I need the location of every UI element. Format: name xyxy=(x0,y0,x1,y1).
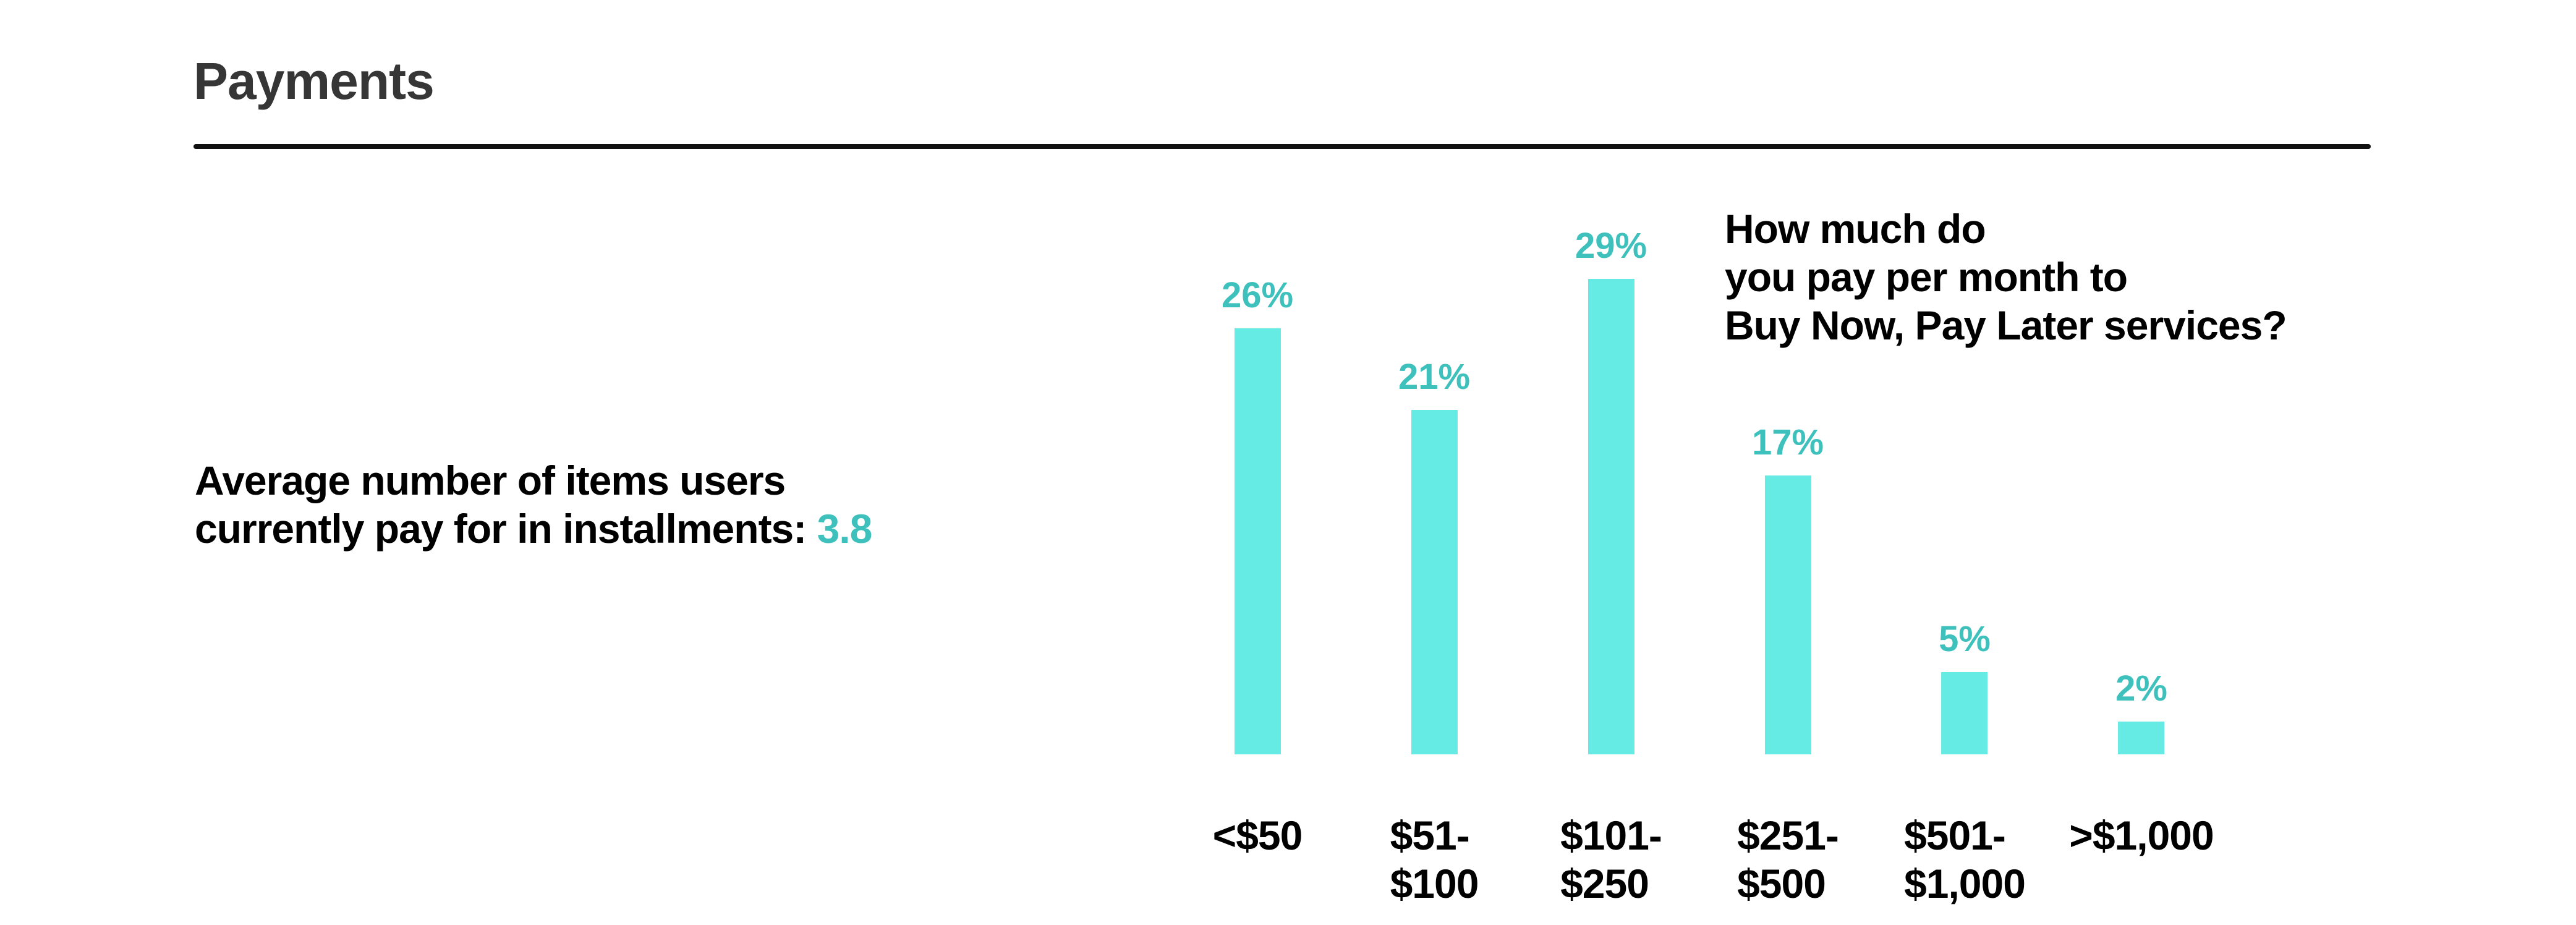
stat-line-2: currently pay for in installments: 3.8 xyxy=(195,505,872,553)
chart-question-line-3: Buy Now, Pay Later services? xyxy=(1725,302,2287,348)
category-label: $101- $250 xyxy=(1560,812,1662,906)
bar-rect xyxy=(1588,279,1634,754)
bar-rect xyxy=(1411,410,1458,754)
bar-rect xyxy=(1234,328,1281,754)
category-label: $251- $500 xyxy=(1737,812,1839,906)
bar-rect xyxy=(1764,475,1811,754)
category-label: <$50 xyxy=(1212,812,1303,858)
stat-value: 3.8 xyxy=(817,506,873,552)
bar-value-label: 29% xyxy=(1575,226,1647,266)
bar-value-label: 17% xyxy=(1751,422,1824,462)
chart-question-line-1: How much do xyxy=(1725,206,1986,252)
stat-line-1: Average number of items users xyxy=(195,458,786,503)
category-label: $51- $100 xyxy=(1390,812,1479,906)
page-title: Payments xyxy=(193,52,435,110)
category-label: >$1,000 xyxy=(2069,812,2214,858)
bar-column-over-1000: 2% xyxy=(2115,671,2167,754)
bar-rect xyxy=(1941,672,1988,754)
installments-stat: Average number of items users currently … xyxy=(195,456,872,553)
bar-column-251-500: 17% xyxy=(1752,425,1824,754)
stat-line-2-text: currently pay for in installments: xyxy=(195,506,817,552)
bar-value-label: 2% xyxy=(2115,668,2167,709)
chart-question-title: How much do you pay per month to Buy Now… xyxy=(1725,205,2287,349)
chart-question-line-2: you pay per month to xyxy=(1725,254,2128,300)
bar-column-501-1000: 5% xyxy=(1939,621,1991,754)
bar-column-101-250: 29% xyxy=(1575,228,1647,754)
bar-value-label: 26% xyxy=(1221,275,1294,315)
bar-value-label: 21% xyxy=(1398,357,1471,397)
category-label: $501- $1,000 xyxy=(1904,812,2026,906)
bar-value-label: 5% xyxy=(1939,619,1991,659)
header-divider xyxy=(193,144,2371,149)
bar-column-51-100: 21% xyxy=(1398,359,1470,754)
bar-rect xyxy=(2118,722,2165,754)
bar-column-under-50: 26% xyxy=(1222,278,1293,754)
